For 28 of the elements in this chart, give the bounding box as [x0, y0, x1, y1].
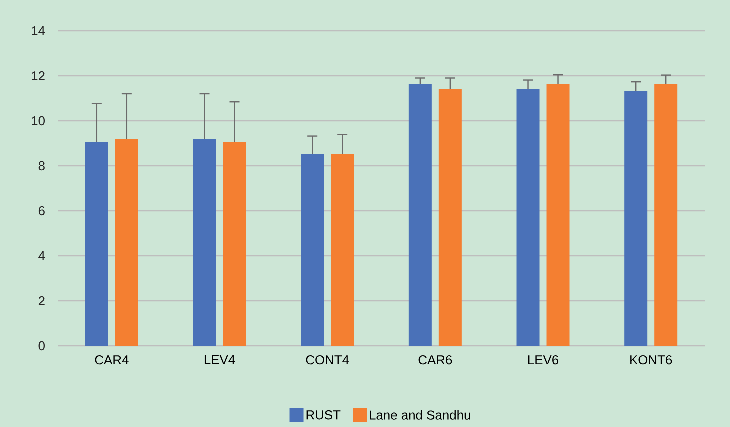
- x-tick-label: LEV4: [204, 356, 236, 364]
- x-tick-label: LEV6: [528, 356, 559, 365]
- y-tick-label: 6: [38, 206, 45, 216]
- y-tick-label: 2: [38, 296, 45, 306]
- legend-label: Lane and Sandhu: [370, 410, 470, 420]
- y-tick-label: 14: [32, 26, 46, 36]
- bar: [624, 91, 648, 346]
- bar: [516, 89, 540, 346]
- y-tick-label: 0: [38, 341, 45, 351]
- y-tick-label: 12: [32, 71, 45, 81]
- bar: [546, 84, 570, 346]
- bar: [223, 142, 246, 346]
- y-tick-label: 10: [32, 116, 45, 126]
- bar: [85, 142, 108, 346]
- y-tick-label: 4: [38, 252, 46, 260]
- y-tick-label: 8: [38, 161, 45, 171]
- bar: [301, 154, 324, 346]
- x-tick-label: CAR6: [418, 356, 452, 365]
- x-tick-label: CONT4: [306, 356, 350, 365]
- bar: [438, 89, 462, 346]
- bar: [654, 84, 678, 346]
- bar: [193, 139, 216, 346]
- legend-label: RUST: [306, 410, 341, 420]
- bar: [115, 139, 138, 346]
- bar: [408, 84, 432, 346]
- bar: [331, 154, 354, 346]
- x-tick-label: CAR4: [95, 356, 129, 365]
- x-tick-label: KONT6: [630, 356, 672, 365]
